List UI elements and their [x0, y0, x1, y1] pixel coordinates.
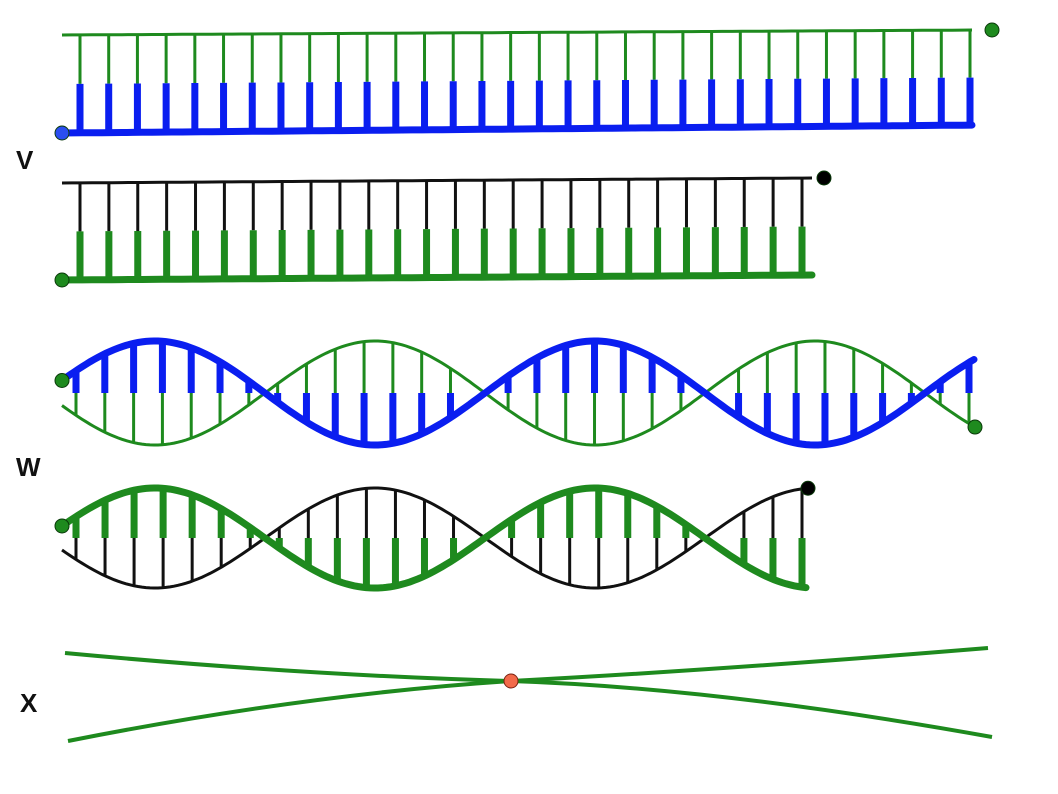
x-strand-2 [67, 646, 989, 743]
W-top-thick-strand [58, 337, 978, 449]
W-bottom-thin-strand [61, 486, 807, 590]
W-bottom-start-point [54, 518, 70, 534]
x-crossing-point [503, 673, 519, 689]
label-x: X [20, 688, 38, 718]
V-top-end-point [984, 22, 1000, 38]
V-bottom-thick-strand [58, 271, 816, 284]
V-bottom-start-point [54, 272, 70, 288]
V-top-thin-strand [61, 28, 973, 37]
x-strand-1 [64, 651, 993, 739]
W-bottom-end-point [800, 480, 816, 496]
W-top-end-point [967, 419, 983, 435]
V-bottom-end-point [816, 170, 832, 186]
V-top-thick-strand [58, 121, 976, 137]
W-bottom-thick-strand [58, 484, 810, 592]
W-top-start-point [54, 373, 70, 389]
label-w: W [16, 452, 41, 482]
endpoints-layer [54, 22, 1000, 689]
V-top-start-point [54, 125, 70, 141]
V-bottom-thin-strand [61, 176, 813, 185]
label-v: V [16, 145, 34, 175]
W-top-thin-strand [61, 339, 975, 447]
